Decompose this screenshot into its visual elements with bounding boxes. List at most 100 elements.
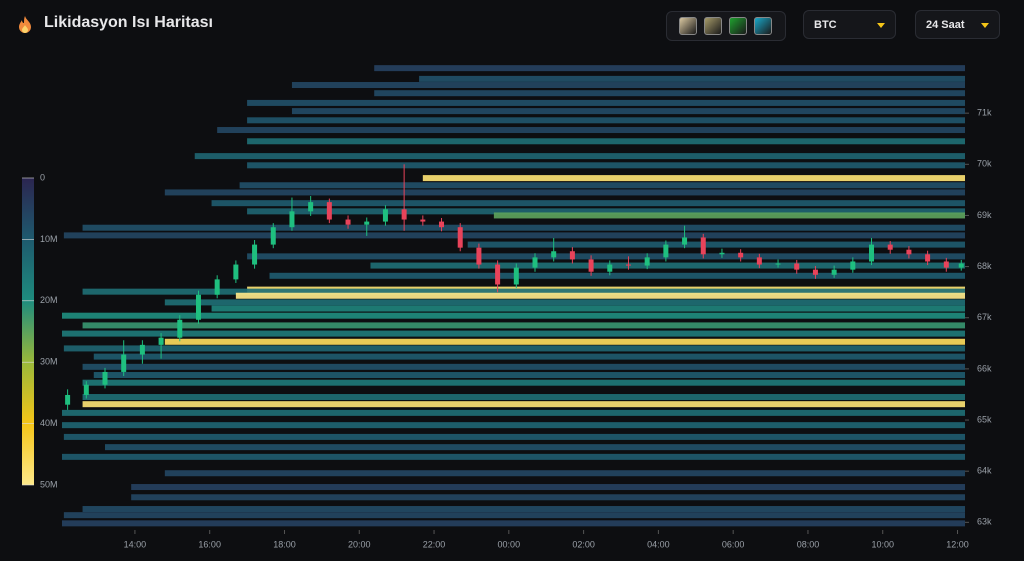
liquidation-band (62, 453, 965, 460)
x-tick-label: 18:00 (273, 539, 296, 549)
liquidation-band (247, 162, 965, 169)
symbol-select[interactable]: BTC (803, 10, 896, 39)
candle-body (663, 244, 669, 258)
liquidation-band (82, 224, 966, 231)
candle-body (65, 394, 71, 405)
colorbar-label: 50M (40, 479, 58, 489)
candle-body (775, 263, 781, 265)
liquidation-band (62, 330, 965, 337)
candle-body (719, 252, 725, 255)
x-tick-label: 04:00 (647, 539, 670, 549)
symbol-value: BTC (814, 19, 837, 31)
palette-swatch[interactable] (704, 17, 722, 35)
liquidation-band (63, 232, 965, 239)
candle-body (420, 219, 426, 222)
candle-body (513, 267, 519, 285)
candle-body (121, 354, 127, 372)
candle-body (682, 237, 688, 245)
candle-body (831, 269, 837, 275)
dropdown-arrow (877, 23, 885, 28)
candle-body (308, 202, 314, 212)
y-tick-label: 69k (977, 210, 992, 220)
candle-body (401, 209, 407, 220)
candle-body (364, 221, 370, 225)
dropdown-arrow (981, 23, 989, 28)
liquidation-band (82, 379, 966, 386)
period-value: 24 Saat (926, 19, 965, 31)
liquidation-band (82, 363, 966, 370)
candle-body (476, 247, 482, 265)
liquidation-band (247, 208, 965, 215)
candle-body (439, 221, 445, 228)
x-tick-label: 08:00 (797, 539, 820, 549)
y-tick-label: 66k (977, 363, 992, 373)
candle-body (812, 269, 818, 275)
x-tick-label: 20:00 (348, 539, 371, 549)
candle-body (177, 319, 183, 338)
palette-swatch[interactable] (729, 17, 747, 35)
candle-body (345, 219, 351, 225)
y-tick-label: 68k (977, 261, 992, 271)
y-tick-label: 67k (977, 312, 992, 322)
liquidation-band (291, 108, 965, 115)
liquidation-band (131, 494, 965, 501)
liquidation-band (239, 182, 965, 189)
liquidation-band (63, 433, 965, 440)
liquidation-band (62, 409, 965, 416)
colorbar-label: 40M (40, 418, 58, 428)
x-tick-label: 10:00 (871, 539, 894, 549)
liquidation-band (247, 138, 965, 145)
liquidation-band (247, 99, 965, 106)
candle-body (869, 244, 875, 262)
candle-body (906, 249, 912, 255)
liquidation-band (62, 520, 965, 527)
flame-icon (19, 16, 31, 33)
liquidation-band (493, 212, 965, 219)
candle-body (532, 257, 538, 268)
candle-body (83, 384, 89, 395)
y-tick-label: 71k (977, 108, 992, 118)
candle-body (326, 202, 332, 220)
liquidation-band (374, 65, 965, 72)
liquidation-band (164, 189, 966, 196)
candle-body (588, 259, 594, 272)
candle-body (625, 264, 631, 266)
candle-body (850, 261, 856, 270)
palette-swatch[interactable] (679, 17, 697, 35)
y-tick-label: 70k (977, 159, 992, 169)
liquidation-band (235, 292, 965, 299)
liquidation-band (269, 272, 965, 279)
palette-swatch[interactable] (754, 17, 772, 35)
liquidation-band (370, 262, 965, 269)
liquidation-band (164, 299, 966, 306)
candle-body (233, 264, 239, 280)
liquidation-band (419, 75, 966, 82)
liquidation-band (211, 200, 966, 207)
liquidation-band (291, 82, 965, 89)
liquidation-band (211, 305, 966, 312)
liquidation-band (131, 484, 965, 491)
page-title: Likidasyon Isı Haritası (44, 14, 213, 31)
liquidation-band (93, 353, 966, 360)
colorbar-label: 0 (40, 172, 45, 182)
liquidation-band (62, 312, 965, 319)
liquidation-band (164, 470, 966, 477)
candle-body (139, 344, 145, 355)
liquidation-band (82, 394, 966, 401)
liquidation-band (422, 175, 966, 182)
candle-body (102, 371, 108, 385)
y-tick-label: 64k (977, 466, 992, 476)
candle-body (607, 264, 613, 272)
candle-body (158, 337, 164, 345)
liquidation-band (164, 338, 966, 345)
y-tick-label: 63k (977, 517, 992, 527)
x-tick-label: 12:00 (946, 539, 969, 549)
liquidation-band (82, 401, 966, 408)
liquidation-band (374, 90, 965, 97)
x-tick-label: 02:00 (572, 539, 595, 549)
candle-body (925, 254, 931, 262)
candle-body (958, 263, 964, 268)
period-select[interactable]: 24 Saat (915, 10, 1000, 39)
candle-body (551, 251, 557, 258)
